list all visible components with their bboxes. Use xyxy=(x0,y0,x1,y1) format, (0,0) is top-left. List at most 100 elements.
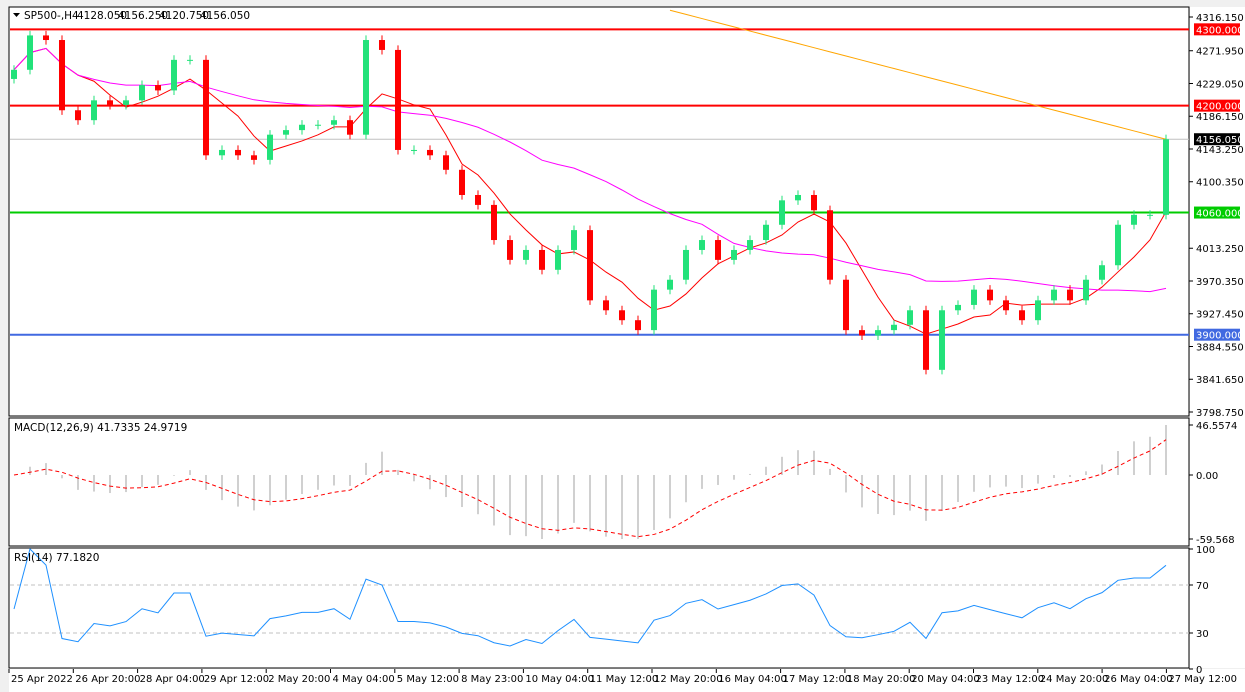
candle-body xyxy=(795,194,801,201)
candle xyxy=(75,105,81,125)
candle xyxy=(811,190,817,215)
candle-body xyxy=(379,40,385,50)
candle-body xyxy=(171,59,177,91)
candle xyxy=(1163,134,1169,220)
candle xyxy=(1035,295,1041,325)
time-tick-label: 11 May 12:00 xyxy=(590,674,659,685)
candle-body xyxy=(1003,300,1009,311)
price-tick-label: 3927.450 xyxy=(1196,310,1244,321)
candle xyxy=(907,305,913,330)
candle-body xyxy=(539,249,545,270)
candle xyxy=(107,95,113,110)
candle-body xyxy=(11,69,17,79)
candle xyxy=(731,245,737,265)
candle-body xyxy=(971,289,977,305)
rsi-indicator: 100 70 30 0 xyxy=(10,545,1215,676)
candle-body xyxy=(91,100,97,121)
candle xyxy=(379,35,385,55)
candle xyxy=(715,235,721,265)
dropdown-triangle-icon[interactable] xyxy=(13,13,20,17)
candle xyxy=(587,225,593,305)
candle xyxy=(331,115,337,130)
candle xyxy=(139,80,145,105)
price-tick-label: 4271.950 xyxy=(1196,47,1244,58)
macd-indicator: 46.5574 0.00 -59.568 xyxy=(13,421,1237,546)
candle-body xyxy=(251,155,257,160)
candle xyxy=(779,195,785,230)
candle xyxy=(795,190,801,205)
level-price-badge xyxy=(1194,328,1240,341)
axes: 4316.150 4271.950 4229.050 4186.150 4143.250… xyxy=(8,13,1244,685)
candle xyxy=(939,305,945,375)
candle-body xyxy=(267,134,273,160)
candle xyxy=(171,55,177,95)
candle xyxy=(251,150,257,165)
macd-signal-line xyxy=(13,439,1167,538)
candle xyxy=(459,165,465,200)
candle-body xyxy=(27,35,33,70)
time-tick-label: 17 May 12:00 xyxy=(783,674,852,685)
candle-body xyxy=(59,40,65,111)
symbol-label: SP500-,H4 xyxy=(24,10,79,22)
price-tick-label: 4229.050 xyxy=(1196,79,1244,90)
candle xyxy=(747,235,753,255)
candle xyxy=(1147,210,1153,220)
price-tick-label: 3884.550 xyxy=(1196,342,1244,353)
candle xyxy=(875,325,881,341)
candle xyxy=(43,30,49,45)
candle-body xyxy=(1083,279,1089,301)
candle xyxy=(763,220,769,245)
price-panel[interactable] xyxy=(8,6,1190,417)
macd-panel[interactable] xyxy=(8,417,1190,547)
candle-body xyxy=(347,120,353,135)
candle-body xyxy=(731,249,737,260)
macd-tick-label: 0.00 xyxy=(1196,471,1218,482)
candle xyxy=(235,145,241,160)
candle xyxy=(283,125,289,140)
candle-body xyxy=(315,124,321,126)
candle-body xyxy=(523,249,529,260)
candle xyxy=(651,285,657,335)
time-tick-label: 8 May 23:00 xyxy=(461,674,523,685)
candle xyxy=(635,315,641,335)
candle-body xyxy=(939,310,945,370)
candle xyxy=(1067,285,1073,305)
candle-body xyxy=(651,289,657,331)
time-tick-label: 12 May 20:00 xyxy=(654,674,723,685)
candle xyxy=(667,275,673,295)
candle-body xyxy=(1051,289,1057,301)
time-tick-label: 27 May 12:00 xyxy=(1168,674,1237,685)
rsi-tick-label: 100 xyxy=(1196,545,1215,556)
candle-body xyxy=(747,240,753,250)
macd-tick-label: -59.568 xyxy=(1196,535,1235,546)
candle-body xyxy=(619,310,625,321)
candle xyxy=(1083,275,1089,305)
level-price-badge xyxy=(1194,99,1240,112)
candle-body xyxy=(395,49,401,150)
candle-body xyxy=(635,320,641,331)
candle-body xyxy=(235,149,241,156)
candle-body xyxy=(683,249,689,280)
candle-body xyxy=(1147,214,1153,216)
time-tick-label: 5 May 12:00 xyxy=(397,674,459,685)
candle xyxy=(971,285,977,310)
candle xyxy=(539,245,545,275)
candle xyxy=(491,200,497,245)
candle xyxy=(523,245,529,265)
candle-body xyxy=(1131,214,1137,225)
candle xyxy=(1099,260,1105,285)
rsi-panel[interactable] xyxy=(8,547,1190,669)
candle xyxy=(1051,285,1057,305)
candle xyxy=(219,145,225,160)
level-price-label: 4300.000 xyxy=(1196,25,1244,36)
candle xyxy=(987,285,993,305)
candle xyxy=(603,295,609,315)
candle xyxy=(1131,210,1137,230)
rsi-line xyxy=(13,548,1167,647)
time-tick-label: 20 May 04:00 xyxy=(911,674,980,685)
candle xyxy=(363,35,369,140)
candle-body xyxy=(667,279,673,290)
time-tick-label: 26 May 04:00 xyxy=(1104,674,1173,685)
candle xyxy=(395,45,401,155)
